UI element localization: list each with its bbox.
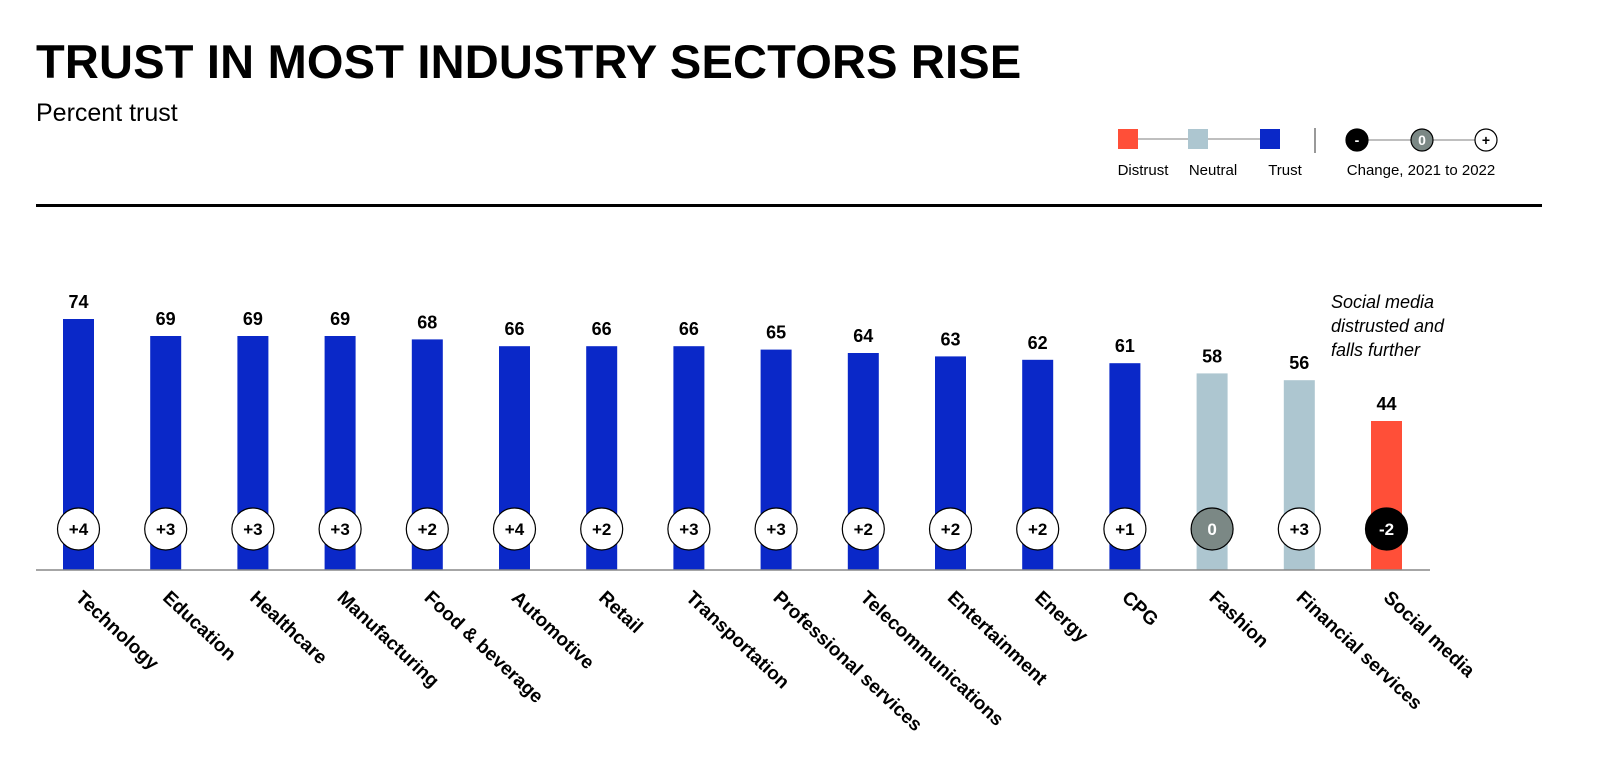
change-marker-7 <box>667 507 711 551</box>
change-label-0: +4 <box>69 520 89 539</box>
change-marker-9 <box>841 507 885 551</box>
value-label-13: 58 <box>1202 346 1222 366</box>
tick-label-6: Retail <box>594 587 646 638</box>
tick-label-12: CPG <box>1117 587 1161 630</box>
change-marker-0 <box>56 507 101 551</box>
legend-change-label: Change, 2021 to 2022 <box>1347 162 1495 179</box>
legend-change-symbol-1: 0 <box>1418 132 1426 148</box>
tick-label-9: Telecommunications <box>856 587 1008 730</box>
legend-label-neutral: Neutral <box>1189 162 1237 179</box>
change-label-10: +2 <box>941 520 960 539</box>
change-marker-3 <box>318 507 362 551</box>
annotation-line-0: Social media <box>1331 292 1434 312</box>
tick-label-11: Energy <box>1030 587 1092 647</box>
legend-label-distrust: Distrust <box>1118 162 1170 179</box>
legend-change-symbol-0: - <box>1355 132 1360 148</box>
value-label-5: 66 <box>504 319 524 339</box>
change-marker-10 <box>928 507 973 551</box>
legend-change-symbol-2: + <box>1482 132 1490 148</box>
legend-change-marker-0 <box>1345 128 1369 152</box>
change-marker-5 <box>492 507 537 551</box>
change-marker-11 <box>1016 507 1060 551</box>
tick-label-0: Technology <box>71 587 163 674</box>
value-label-7: 66 <box>679 319 699 339</box>
change-marker-6 <box>580 507 624 551</box>
change-marker-15 <box>1364 507 1409 551</box>
tick-label-2: Healthcare <box>245 587 330 669</box>
tick-label-1: Education <box>158 587 239 665</box>
legend-swatch-trust <box>1260 129 1280 149</box>
annotation-line-1: distrusted and <box>1331 316 1445 336</box>
change-marker-1 <box>144 507 188 551</box>
change-marker-14 <box>1277 507 1321 551</box>
change-label-15: -2 <box>1379 520 1394 539</box>
change-label-7: +3 <box>679 520 698 539</box>
change-marker-13 <box>1190 507 1234 551</box>
legend-change-marker-1 <box>1410 128 1434 152</box>
value-label-8: 65 <box>766 323 786 343</box>
change-label-13: 0 <box>1207 520 1216 539</box>
value-label-10: 63 <box>940 329 960 349</box>
legend-swatch-neutral <box>1188 129 1208 149</box>
change-label-4: +2 <box>418 520 437 539</box>
value-label-14: 56 <box>1289 353 1309 373</box>
annotation: Social media distrusted and falls further <box>1331 292 1445 360</box>
annotation-line-2: falls further <box>1331 340 1421 360</box>
value-label-4: 68 <box>417 312 437 332</box>
change-label-1: +3 <box>156 520 175 539</box>
value-label-12: 61 <box>1115 336 1135 356</box>
legend: Distrust Neutral Trust - 0 + Change, 2021 to 2… <box>1118 128 1498 179</box>
chart-subtitle: Percent trust <box>36 99 178 127</box>
value-label-1: 69 <box>156 309 176 329</box>
tick-label-13: Fashion <box>1205 587 1273 652</box>
change-marker-2 <box>231 507 275 551</box>
tick-label-5: Automotive <box>507 587 598 674</box>
value-label-11: 62 <box>1028 333 1048 353</box>
legend-label-trust: Trust <box>1268 162 1302 179</box>
header-divider <box>36 204 1542 207</box>
value-label-6: 66 <box>592 319 612 339</box>
change-label-2: +3 <box>243 520 262 539</box>
chart-title: TRUST IN MOST INDUSTRY SECTORS RISE <box>36 35 1022 88</box>
change-marker-12 <box>1103 507 1147 551</box>
change-label-12: +1 <box>1115 520 1134 539</box>
change-label-8: +3 <box>766 520 785 539</box>
tick-label-8: Professional services <box>769 587 926 736</box>
change-label-11: +2 <box>1028 520 1047 539</box>
bars: 74 +4 69 +3 69 +3 69 +3 68 +2 66 +4 66 +2 66 +3 65 +3 64 +2… <box>56 292 1409 570</box>
value-label-9: 64 <box>853 326 873 346</box>
value-label-2: 69 <box>243 309 263 329</box>
change-marker-8 <box>754 507 798 551</box>
value-label-3: 69 <box>330 309 350 329</box>
change-label-14: +3 <box>1290 520 1309 539</box>
change-label-6: +2 <box>592 520 611 539</box>
change-label-5: +4 <box>505 520 525 539</box>
legend-change-marker-2 <box>1474 128 1498 152</box>
legend-swatch-distrust <box>1118 129 1138 149</box>
value-label-15: 44 <box>1376 394 1396 414</box>
change-marker-4 <box>405 507 449 551</box>
value-label-0: 74 <box>68 292 88 312</box>
change-label-3: +3 <box>330 520 349 539</box>
change-label-9: +2 <box>854 520 873 539</box>
